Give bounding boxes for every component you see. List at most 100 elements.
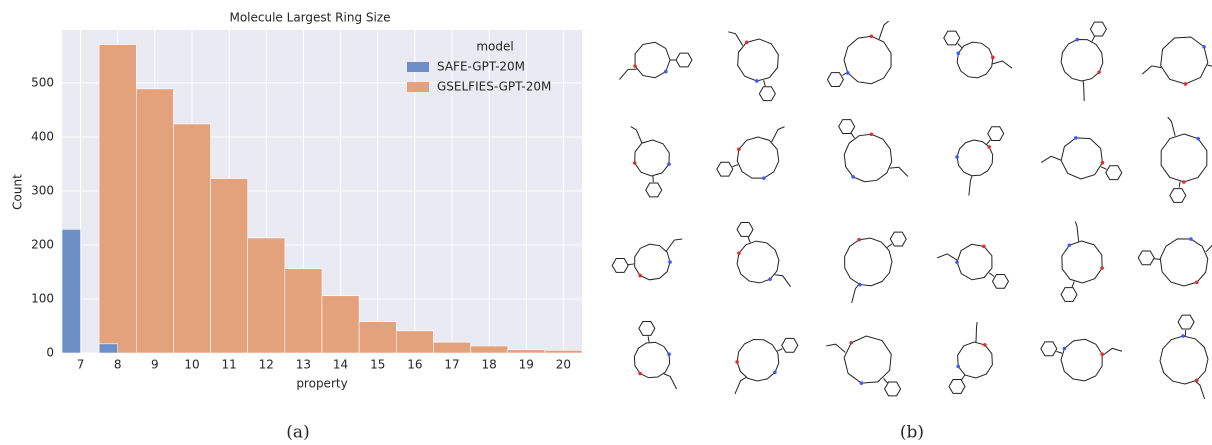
bond	[648, 336, 649, 342]
atom	[982, 245, 986, 249]
atom	[850, 341, 854, 345]
ring	[1161, 37, 1208, 84]
aromatic-ring	[988, 127, 1004, 141]
bar	[508, 350, 545, 353]
y-tick-label: 0	[46, 346, 54, 360]
bar	[136, 89, 173, 353]
y-tick-label: 200	[31, 237, 54, 251]
atom	[983, 343, 987, 347]
atom	[745, 41, 749, 45]
ring	[737, 241, 779, 283]
molecule	[827, 21, 891, 86]
molecule	[839, 120, 908, 182]
bond	[887, 244, 892, 248]
atom	[1063, 347, 1067, 351]
bond	[628, 264, 634, 265]
molecule	[937, 244, 1008, 288]
atom	[1195, 280, 1199, 284]
chain	[775, 275, 791, 287]
atom	[1100, 266, 1104, 270]
ring	[844, 36, 891, 84]
molecule	[826, 336, 900, 396]
atom	[755, 79, 759, 83]
x-tick-label: 17	[444, 358, 459, 372]
x-tick-label: 11	[222, 358, 237, 372]
atom	[773, 371, 777, 375]
atom	[668, 260, 672, 264]
chain	[1168, 117, 1175, 136]
molecule	[634, 321, 676, 388]
chain	[1103, 348, 1123, 355]
chain	[1075, 222, 1078, 242]
aromatic-ring	[949, 380, 965, 394]
bond	[987, 140, 991, 145]
x-tick-label: 16	[407, 358, 422, 372]
chain	[852, 284, 859, 303]
atom	[1097, 70, 1101, 74]
chain	[619, 69, 636, 79]
aromatic-ring	[1106, 166, 1122, 180]
x-tick-label: 14	[333, 358, 348, 372]
x-tick-label: 19	[519, 358, 534, 372]
ring	[738, 39, 779, 81]
aromatic-ring	[737, 223, 753, 237]
bar	[545, 350, 582, 353]
chain	[937, 254, 957, 260]
molecule	[1142, 37, 1212, 86]
aromatic-ring	[676, 53, 692, 67]
bond	[989, 273, 994, 277]
legend-swatch	[407, 62, 429, 72]
chain	[664, 374, 677, 389]
x-tick-label: 12	[259, 358, 274, 372]
atom	[1184, 82, 1188, 86]
atom	[956, 365, 960, 369]
x-tick-label: 9	[151, 358, 159, 372]
molecule	[1041, 136, 1122, 180]
ring	[957, 244, 992, 279]
ring	[957, 42, 993, 78]
bond	[1154, 259, 1160, 260]
bond	[958, 43, 962, 47]
molecule	[1061, 222, 1104, 302]
atom	[1100, 352, 1104, 356]
atom	[870, 132, 874, 136]
ring	[1160, 239, 1208, 286]
atom	[762, 176, 766, 180]
bond	[962, 375, 965, 380]
aromatic-ring	[646, 183, 662, 197]
chain	[1195, 381, 1204, 399]
chain	[969, 176, 972, 196]
chain	[1083, 81, 1084, 101]
atom	[1196, 137, 1200, 141]
aromatic-ring	[1178, 315, 1194, 329]
ring	[957, 140, 993, 176]
atom	[956, 51, 960, 55]
bar	[285, 269, 322, 353]
molecule-grid	[612, 21, 1212, 399]
atom	[1189, 237, 1193, 241]
chain	[826, 344, 845, 352]
aromatic-ring	[827, 73, 843, 87]
atom	[1202, 45, 1206, 49]
ring	[1062, 241, 1102, 283]
aromatic-ring	[759, 87, 775, 101]
bar	[471, 346, 508, 353]
atom	[955, 260, 959, 264]
figure: Molecule Largest Ring Size property Coun…	[0, 0, 1212, 445]
molecule	[631, 127, 671, 197]
chain	[1206, 243, 1212, 252]
chain	[890, 167, 908, 176]
molecule	[735, 338, 798, 394]
chain	[631, 127, 642, 144]
bond	[748, 237, 750, 243]
atom	[1195, 379, 1199, 383]
bar	[62, 229, 81, 353]
ring	[1061, 138, 1102, 179]
legend-label: SAFE-GPT-20M	[437, 60, 525, 74]
y-tick-label: 500	[31, 75, 54, 89]
ring	[1061, 339, 1102, 381]
chain	[666, 239, 682, 251]
chain	[976, 322, 977, 342]
bond	[1092, 36, 1095, 41]
aromatic-ring	[1170, 189, 1186, 203]
